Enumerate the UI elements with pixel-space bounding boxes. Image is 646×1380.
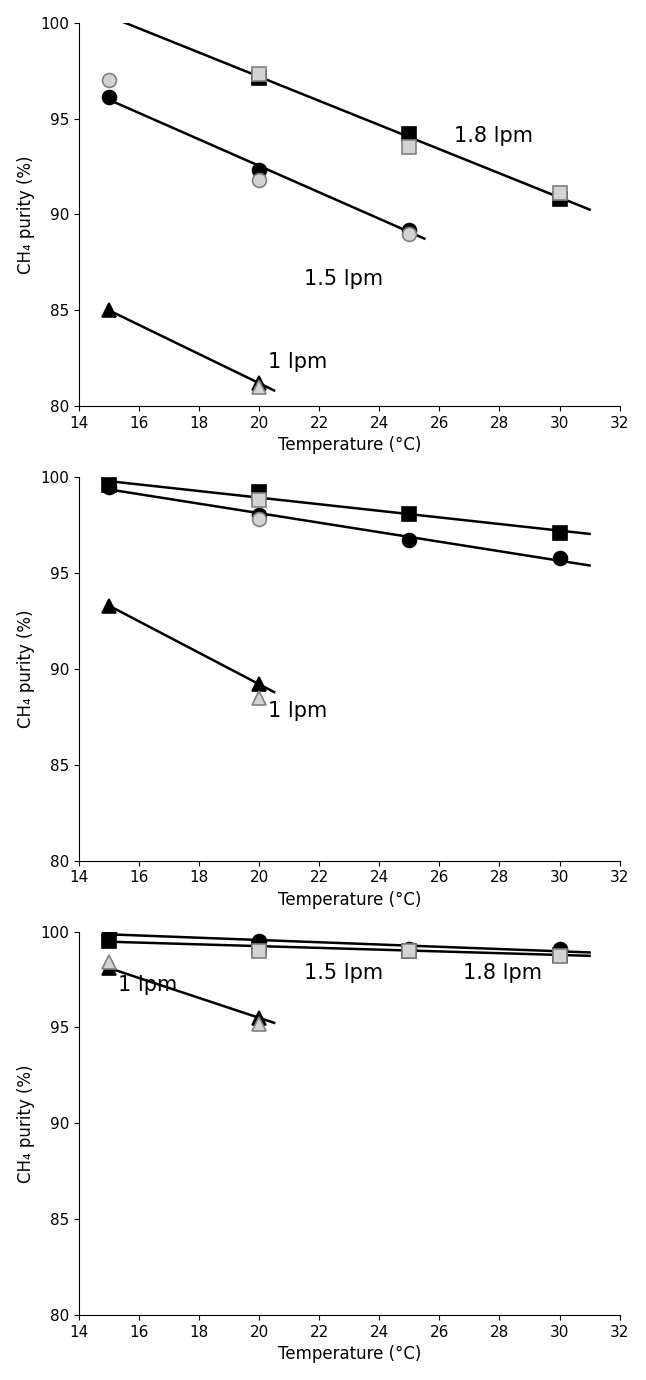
Text: 1.8 lpm: 1.8 lpm (463, 963, 543, 984)
X-axis label: Temperature (°C): Temperature (°C) (278, 436, 421, 454)
X-axis label: Temperature (°C): Temperature (°C) (278, 891, 421, 909)
Text: 1.5 lpm: 1.5 lpm (304, 963, 383, 984)
Text: 1 lpm: 1 lpm (268, 352, 328, 371)
Text: 1 lpm: 1 lpm (268, 701, 328, 720)
X-axis label: Temperature (°C): Temperature (°C) (278, 1346, 421, 1363)
Text: 1.5 lpm: 1.5 lpm (304, 269, 383, 290)
Y-axis label: CH₄ purity (%): CH₄ purity (%) (17, 1064, 35, 1183)
Text: 1.8 lpm: 1.8 lpm (454, 126, 534, 145)
Y-axis label: CH₄ purity (%): CH₄ purity (%) (17, 610, 35, 729)
Text: 1 lpm: 1 lpm (118, 976, 177, 995)
Y-axis label: CH₄ purity (%): CH₄ purity (%) (17, 155, 35, 273)
